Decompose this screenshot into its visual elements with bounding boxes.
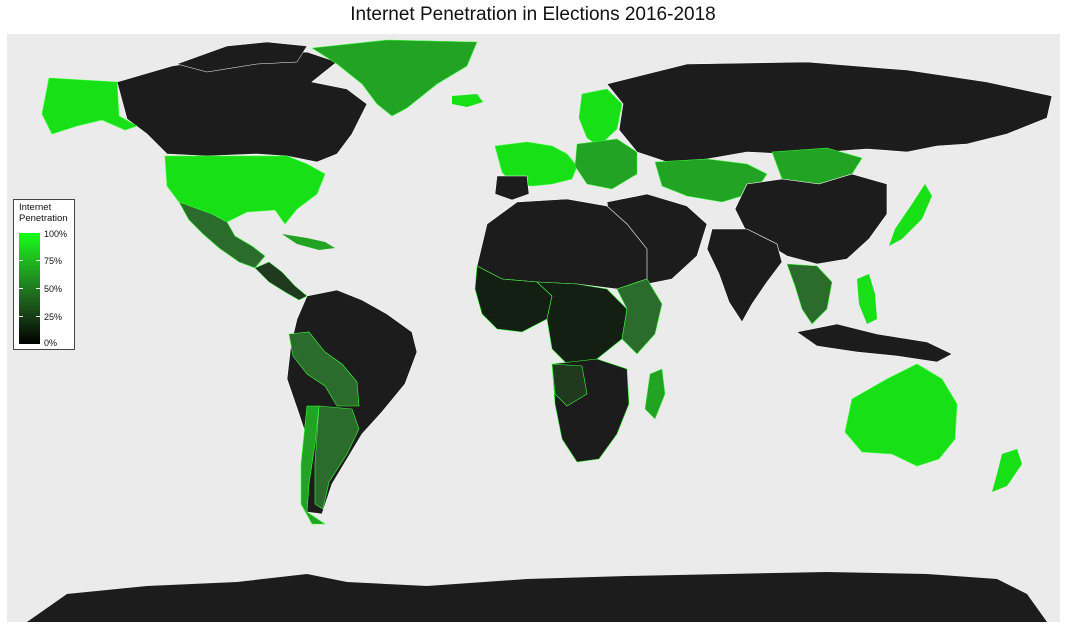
region-mexico [178, 201, 266, 269]
legend-color-bar [19, 233, 40, 344]
legend-label-0: 0% [44, 338, 58, 348]
region-philippines [857, 274, 877, 324]
region-australia [844, 363, 958, 467]
legend-label-25: 25% [44, 312, 63, 322]
legend-tick-25 [19, 316, 40, 317]
legend-label-50: 50% [44, 284, 63, 294]
region-scandinavia [578, 88, 623, 147]
region-alaska [41, 77, 138, 135]
region-west-africa [474, 265, 553, 333]
world-map [7, 34, 1060, 622]
region-japan [889, 184, 932, 246]
legend-title-line2: Penetration [19, 213, 68, 224]
region-argentina [314, 405, 360, 510]
legend-title-line1: Internet [19, 202, 52, 213]
region-eastern-europe [574, 138, 638, 190]
region-iceland [452, 94, 483, 107]
region-chile [300, 405, 326, 525]
legend-label-100: 100% [44, 229, 68, 239]
region-southeast-asia [786, 263, 833, 325]
region-caribbean [282, 234, 335, 250]
legend-title: Internet Penetration [19, 202, 68, 224]
region-india [706, 228, 783, 323]
region-antarctica [27, 572, 1047, 622]
legend: Internet Penetration 100% 75% 50% 25% 0% [13, 199, 75, 350]
region-central-africa [536, 281, 628, 365]
region-angola [551, 363, 588, 407]
legend-tick-50 [19, 288, 40, 289]
region-madagascar [644, 368, 666, 420]
region-arctic-islands [176, 41, 308, 73]
legend-tick-75 [19, 260, 40, 261]
region-east-africa [616, 278, 663, 355]
region-central-america [254, 261, 308, 301]
legend-label-75: 75% [44, 256, 63, 266]
world-map-svg [27, 39, 1053, 622]
region-iberia [494, 175, 530, 201]
region-russia [606, 61, 1053, 163]
region-greenland [311, 39, 478, 117]
region-canada [116, 51, 368, 163]
chart-title: Internet Penetration in Elections 2016-2… [350, 4, 716, 25]
region-peru-bolivia [288, 331, 360, 407]
region-new-zealand [992, 449, 1022, 492]
region-indonesia [796, 323, 953, 363]
